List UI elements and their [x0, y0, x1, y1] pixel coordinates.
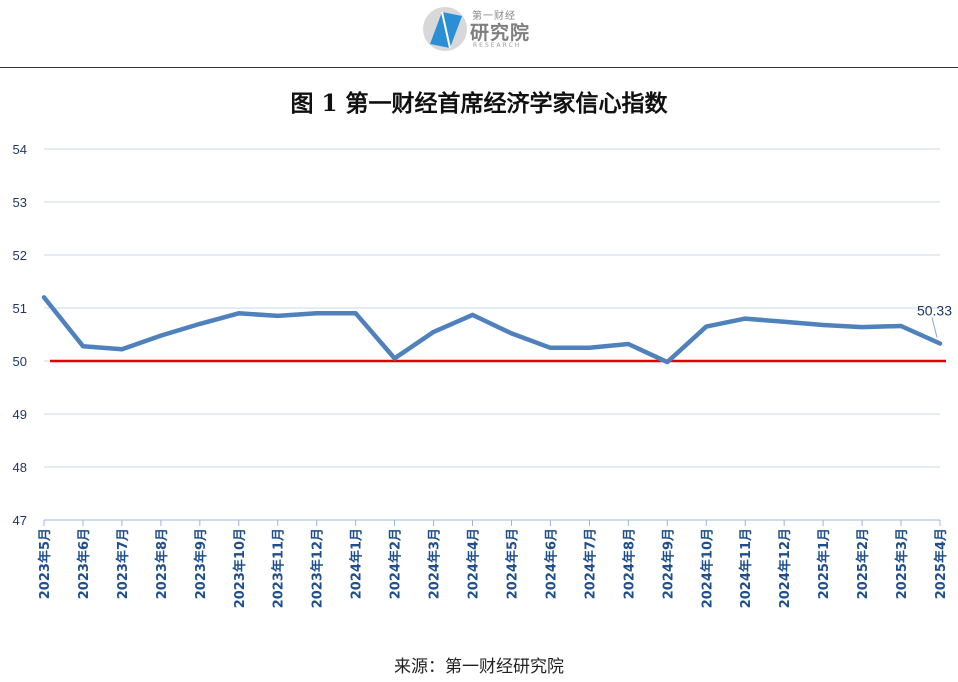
- header-divider: [0, 67, 958, 68]
- x-tick-label: 2023年9月: [193, 528, 209, 599]
- logo-text-sub: RESEARCH: [473, 42, 522, 49]
- x-tick-label: 2025年3月: [894, 528, 910, 599]
- y-tick-label: 51: [13, 301, 27, 316]
- x-tick-label: 2023年8月: [154, 528, 170, 599]
- x-tick-label: 2023年5月: [37, 528, 53, 599]
- series-line: [41, 295, 943, 365]
- chart-title: 图 1 第一财经首席经济学家信心指数: [290, 90, 668, 117]
- x-tick-label: 2023年11月: [271, 528, 287, 608]
- data-point: [80, 344, 85, 349]
- x-tick-label: 2024年9月: [660, 528, 676, 599]
- data-point: [275, 313, 280, 318]
- data-point: [119, 347, 124, 352]
- data-point: [665, 360, 670, 365]
- x-tick-label: 2024年7月: [582, 528, 598, 599]
- x-tick-label: 2025年1月: [816, 528, 832, 599]
- data-point: [392, 356, 397, 361]
- logo-text-top: 第一财经: [472, 11, 516, 22]
- data-point: [197, 321, 202, 326]
- x-tick-label: 2025年2月: [855, 528, 871, 599]
- y-tick-label: 49: [13, 407, 27, 422]
- x-tick-label: 2025年4月: [933, 528, 949, 599]
- data-point: [353, 311, 358, 316]
- x-tick-label: 2023年6月: [76, 528, 92, 599]
- data-point: [314, 311, 319, 316]
- logo-emblem-icon: [423, 7, 467, 51]
- data-point: [743, 316, 748, 321]
- data-point: [704, 324, 709, 329]
- x-tick-label: 2024年1月: [349, 528, 365, 599]
- x-tick-label: 2023年12月: [310, 528, 326, 608]
- data-point: [158, 333, 163, 338]
- x-tick-label: 2024年2月: [388, 528, 404, 599]
- data-point: [626, 342, 631, 347]
- x-tick-label: 2024年10月: [699, 528, 715, 608]
- research-logo: 第一财经 研究院 RESEARCH: [420, 4, 540, 54]
- y-tick-label: 52: [13, 248, 27, 263]
- x-tick-label: 2024年6月: [543, 528, 559, 599]
- data-point: [860, 325, 865, 330]
- x-tick-label: 2023年10月: [232, 528, 248, 608]
- y-tick-label: 47: [13, 513, 27, 528]
- data-point: [938, 341, 942, 346]
- x-tick-label: 2023年7月: [115, 528, 131, 599]
- x-tick-label: 2024年3月: [427, 528, 443, 599]
- x-tick-label: 2024年4月: [466, 528, 482, 599]
- y-tick-label: 48: [13, 460, 27, 475]
- data-point: [42, 295, 46, 300]
- x-tick-label: 2024年12月: [777, 528, 793, 608]
- line-chart: 47 48 49 50 51 52 53 54 2023年5月 2023年6月 2023年7月 202…: [13, 142, 953, 608]
- data-point: [899, 324, 904, 329]
- data-point: [821, 322, 826, 327]
- x-tick-label: 2024年5月: [504, 528, 520, 599]
- y-tick-label: 54: [13, 142, 27, 157]
- data-point: [782, 319, 787, 324]
- data-label-last: 50.33: [917, 303, 952, 319]
- y-tick-label: 53: [13, 195, 27, 210]
- x-tick-label: 2024年11月: [738, 528, 754, 608]
- data-point: [587, 345, 592, 350]
- logo-text-main: 研究院: [470, 22, 531, 44]
- y-tick-label: 50: [13, 354, 27, 369]
- data-point: [431, 329, 436, 334]
- data-point: [509, 331, 514, 336]
- source-note: 来源：第一财经研究院: [394, 657, 564, 677]
- x-tick-label: 2024年8月: [621, 528, 637, 599]
- data-point: [470, 312, 475, 317]
- data-point: [236, 311, 241, 316]
- annotation-leader: [931, 317, 938, 338]
- data-point: [548, 345, 553, 350]
